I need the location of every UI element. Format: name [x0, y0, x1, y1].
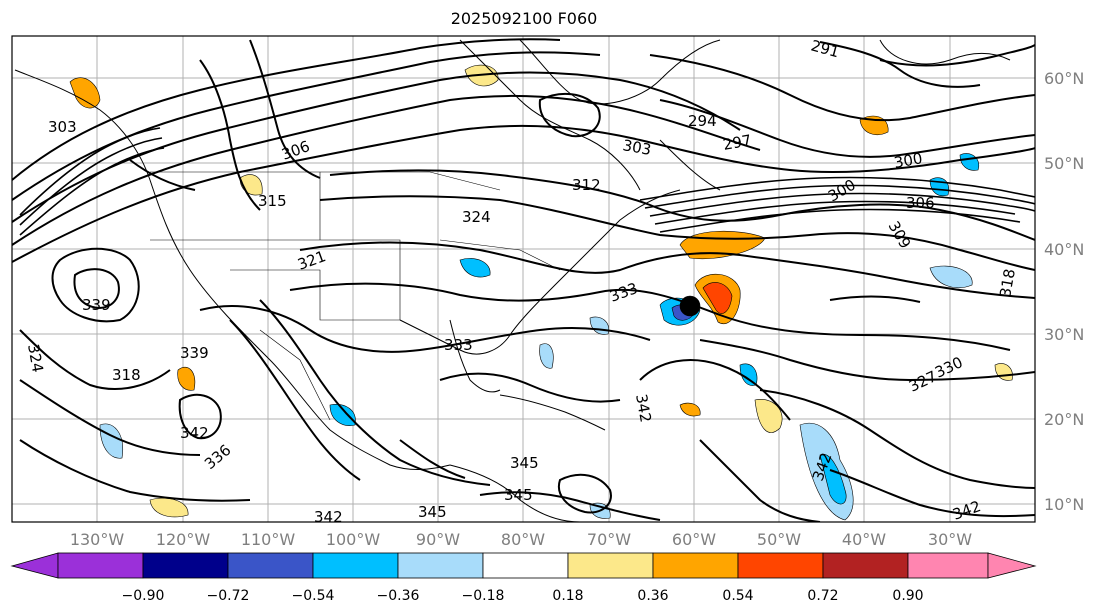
colorbar-tick: 0.90 — [892, 588, 923, 604]
colorbar-segment — [822, 552, 909, 579]
map-title: 2025092100 F060 — [450, 9, 598, 28]
colorbar-segment — [10, 552, 59, 579]
colorbar-segment — [737, 552, 824, 579]
contour-label: 306 — [906, 194, 935, 212]
colorbar-segment — [987, 552, 1037, 579]
lat-tick-labels: 60°N 50°N 40°N 30°N 20°N 10°N — [1044, 69, 1084, 514]
colorbar-tick: 0.36 — [637, 588, 668, 604]
lon-tick: 120°W — [156, 530, 211, 549]
contour-label: 303 — [621, 136, 652, 159]
map-frame — [11, 35, 1036, 523]
contour-label: 300 — [893, 149, 924, 172]
colorbar-tick: −0.36 — [377, 588, 420, 604]
lat-tick: 60°N — [1044, 69, 1084, 88]
colorbar-tick: 0.72 — [807, 588, 838, 604]
colorbar-tick: −0.54 — [292, 588, 335, 604]
contour-label: 342 — [314, 508, 343, 526]
lon-tick: 70°W — [587, 530, 631, 549]
colorbar — [10, 552, 1037, 579]
contour-label: 303 — [48, 118, 77, 136]
colorbar-tick: 0.18 — [552, 588, 583, 604]
colorbar-tick: 0.54 — [722, 588, 753, 604]
lon-tick: 40°W — [842, 530, 886, 549]
contour-label: 324 — [24, 343, 47, 374]
contour-label: 342 — [632, 393, 655, 424]
colorbar-ticks: −0.90 −0.72 −0.54 −0.36 −0.18 0.18 0.36 … — [122, 588, 924, 604]
jet-contours — [19, 127, 1035, 236]
colorbar-segment — [227, 552, 314, 579]
colorbar-segment — [142, 552, 229, 579]
lon-tick: 80°W — [501, 530, 545, 549]
contour-label: 318 — [996, 267, 1019, 298]
contour-label: 342 — [180, 424, 209, 442]
lat-tick: 40°N — [1044, 240, 1084, 259]
gridlines — [12, 36, 1035, 522]
colorbar-segment — [57, 552, 144, 579]
contour-label: 339 — [82, 296, 111, 314]
contour-label: 297 — [722, 131, 753, 154]
contour-label: 339 — [180, 344, 209, 362]
lon-tick: 60°W — [672, 530, 716, 549]
lat-tick: 50°N — [1044, 154, 1084, 173]
contour-label: 333 — [444, 336, 473, 354]
colorbar-tick: −0.72 — [207, 588, 250, 604]
lon-tick: 100°W — [326, 530, 381, 549]
lon-tick: 130°W — [70, 530, 125, 549]
colorbar-tick: −0.18 — [462, 588, 505, 604]
colorbar-tick: −0.90 — [122, 588, 165, 604]
colorbar-segment — [482, 552, 569, 579]
lat-tick: 10°N — [1044, 495, 1084, 514]
contour-label: 318 — [112, 366, 141, 384]
coastlines — [14, 39, 1011, 522]
lat-tick: 30°N — [1044, 325, 1084, 344]
contour-label: 345 — [418, 503, 447, 521]
contour-label: 312 — [572, 176, 601, 194]
lon-tick-labels: 130°W 120°W 110°W 100°W 90°W 80°W 70°W 6… — [70, 530, 972, 549]
colorbar-segment — [652, 552, 739, 579]
contour-label: 315 — [258, 192, 287, 210]
lat-tick: 20°N — [1044, 410, 1084, 429]
colorbar-segment — [397, 552, 484, 579]
contour-label: 324 — [462, 208, 491, 226]
contour-label: 345 — [510, 454, 539, 472]
contours — [12, 38, 1035, 522]
colorbar-segment — [907, 552, 989, 579]
colorbar-segment — [567, 552, 654, 579]
lon-tick: 90°W — [416, 530, 460, 549]
contour-label: 345 — [504, 486, 533, 504]
contour-label: 294 — [688, 112, 717, 130]
lon-tick: 50°W — [757, 530, 801, 549]
colorbar-segment — [312, 552, 399, 579]
lon-tick: 110°W — [241, 530, 296, 549]
lon-tick: 30°W — [928, 530, 972, 549]
